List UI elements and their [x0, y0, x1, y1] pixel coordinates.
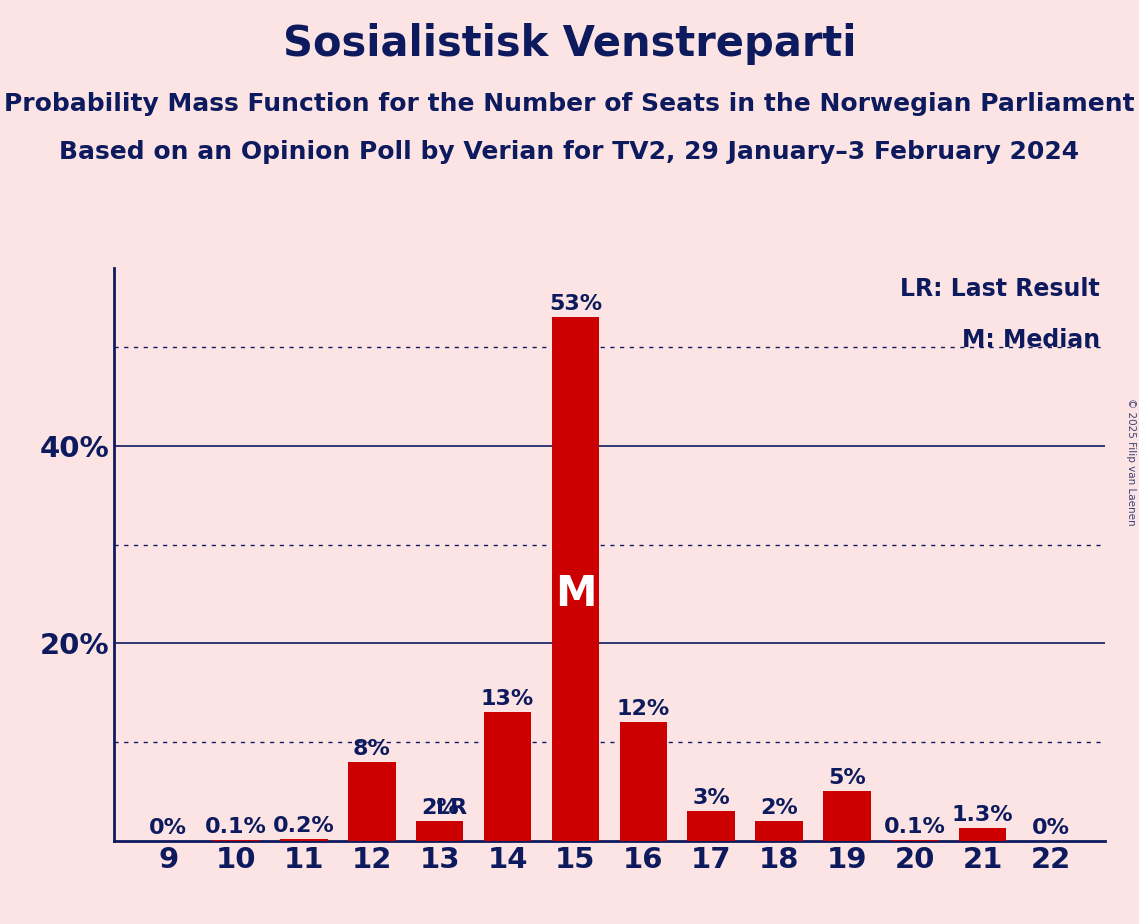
Bar — [755, 821, 803, 841]
Text: 0.1%: 0.1% — [205, 817, 267, 837]
Bar — [349, 761, 395, 841]
Text: 0%: 0% — [1032, 818, 1070, 838]
Bar — [823, 792, 870, 841]
Bar — [959, 828, 1007, 841]
Text: M: M — [555, 573, 596, 614]
Text: 53%: 53% — [549, 295, 603, 314]
Text: © 2025 Filip van Laenen: © 2025 Filip van Laenen — [1126, 398, 1136, 526]
Text: LR: Last Result: LR: Last Result — [900, 276, 1100, 300]
Text: M: Median: M: Median — [961, 328, 1100, 352]
Bar — [484, 712, 531, 841]
Text: 8%: 8% — [353, 739, 391, 759]
Text: 1.3%: 1.3% — [952, 805, 1014, 825]
Text: 5%: 5% — [828, 769, 866, 788]
Text: 12%: 12% — [616, 699, 670, 720]
Text: 0.1%: 0.1% — [884, 817, 945, 837]
Bar — [212, 840, 260, 841]
Bar — [688, 811, 735, 841]
Text: LR: LR — [436, 798, 467, 818]
Text: Sosialistisk Venstreparti: Sosialistisk Venstreparti — [282, 23, 857, 65]
Bar — [551, 317, 599, 841]
Text: 0.2%: 0.2% — [273, 816, 335, 836]
Bar — [280, 839, 328, 841]
Text: Based on an Opinion Poll by Verian for TV2, 29 January–3 February 2024: Based on an Opinion Poll by Verian for T… — [59, 140, 1080, 164]
Bar — [891, 840, 939, 841]
Text: Probability Mass Function for the Number of Seats in the Norwegian Parliament: Probability Mass Function for the Number… — [5, 92, 1134, 116]
Text: 13%: 13% — [481, 689, 534, 710]
Bar — [416, 821, 464, 841]
Text: 0%: 0% — [149, 818, 187, 838]
Text: 2%: 2% — [420, 798, 459, 818]
Bar — [620, 723, 667, 841]
Text: 3%: 3% — [693, 788, 730, 808]
Text: 2%: 2% — [760, 798, 798, 818]
